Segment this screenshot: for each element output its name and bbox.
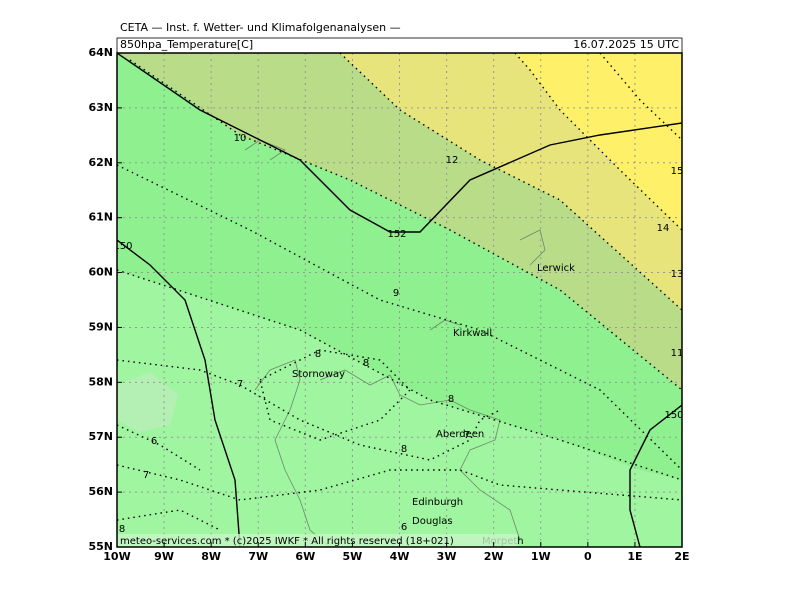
lon-label: 8W bbox=[201, 550, 221, 563]
geopotential-line bbox=[117, 53, 682, 233]
lon-label: 9W bbox=[154, 550, 174, 563]
lon-label: 3W bbox=[437, 550, 457, 563]
contour-label: 8 bbox=[401, 444, 407, 455]
lat-label: 59N bbox=[88, 320, 113, 333]
isotherm bbox=[129, 59, 682, 391]
isotherm bbox=[339, 53, 682, 311]
lat-label: 62N bbox=[88, 156, 113, 169]
isotherm bbox=[117, 464, 682, 501]
lon-label: 10W bbox=[103, 550, 130, 563]
lat-label: 55N bbox=[88, 540, 113, 553]
place-label: Kirkwall bbox=[453, 328, 492, 339]
contour-label: 7 bbox=[237, 379, 243, 390]
contour-label: 10 bbox=[234, 133, 247, 144]
place-label: Douglas bbox=[412, 516, 453, 527]
contour-label: 14 bbox=[657, 223, 670, 234]
contour-label: 13 bbox=[671, 269, 684, 280]
header-org: CETA — Inst. f. Wetter- und Klimafolgena… bbox=[120, 21, 401, 34]
isotherm bbox=[117, 164, 682, 471]
lon-label: 6W bbox=[295, 550, 315, 563]
footer: meteo-services.com * (c)2025 IWKF * All … bbox=[120, 536, 454, 547]
lon-label: 2W bbox=[484, 550, 504, 563]
contour-label: 15 bbox=[671, 166, 684, 177]
geopotential-line bbox=[117, 239, 241, 547]
header-field: 850hpa_Temperature[C] bbox=[120, 38, 253, 51]
map-area: 10 12 152 9 8 8 7 8 8 7 6 7 6 8 15 14 13 11 150 150 Lerwick K… bbox=[113, 53, 684, 547]
grid bbox=[117, 53, 682, 547]
contour-label: 7 bbox=[143, 470, 149, 481]
place-label: Stornoway bbox=[292, 369, 345, 380]
lon-label: 7W bbox=[248, 550, 268, 563]
lon-label: 1W bbox=[531, 550, 551, 563]
contour-label: 6 bbox=[401, 522, 407, 533]
place-label: Aberdeen bbox=[436, 429, 484, 440]
lat-label: 61N bbox=[88, 211, 113, 224]
band-patch bbox=[117, 372, 178, 432]
contour-label: 8 bbox=[363, 358, 369, 369]
footer-box bbox=[117, 534, 517, 547]
contour-label: 7 bbox=[464, 430, 470, 441]
lat-label: 58N bbox=[88, 375, 113, 388]
lat-label: 60N bbox=[88, 266, 113, 279]
isotherm bbox=[599, 53, 682, 141]
lon-label: 2E bbox=[674, 550, 689, 563]
isotherm bbox=[514, 53, 682, 231]
contour-label: 9 bbox=[393, 288, 399, 299]
contour-label: 12 bbox=[446, 155, 459, 166]
band-yellow bbox=[515, 53, 682, 230]
header-time: 16.07.2025 15 UTC bbox=[573, 38, 679, 51]
contour-label: 11 bbox=[671, 348, 684, 359]
place-label: Lerwick bbox=[537, 263, 575, 274]
isotherm bbox=[259, 349, 411, 441]
lon-label: 5W bbox=[343, 550, 363, 563]
contour-label: 152 bbox=[387, 229, 406, 240]
contour-label: 150 bbox=[113, 241, 132, 252]
contour-label: 150 bbox=[664, 410, 683, 421]
place-label: Edinburgh bbox=[412, 497, 463, 508]
lat-label: 63N bbox=[88, 101, 113, 114]
contour-label: 8 bbox=[119, 524, 125, 535]
lon-label: 4W bbox=[390, 550, 410, 563]
contour-label: 6 bbox=[151, 436, 157, 447]
contour-label: 8 bbox=[315, 349, 321, 360]
lat-label: 56N bbox=[88, 485, 113, 498]
contour-label: 8 bbox=[448, 394, 454, 405]
lat-label: 57N bbox=[88, 430, 113, 443]
lon-label: 1E bbox=[627, 550, 642, 563]
isotherm bbox=[117, 509, 221, 531]
lat-label: 64N bbox=[88, 46, 113, 59]
lon-label: 0 bbox=[584, 550, 592, 563]
geopotential-line bbox=[629, 404, 682, 547]
